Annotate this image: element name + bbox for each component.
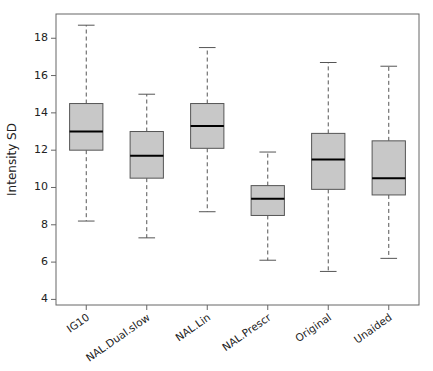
box (191, 104, 224, 149)
box (130, 132, 163, 179)
x-tick (328, 305, 329, 310)
x-tick-label: NAL.Prescr (220, 310, 274, 353)
lower-whisker (267, 215, 268, 260)
median (251, 198, 284, 200)
lower-cap (199, 211, 216, 212)
box (251, 186, 284, 216)
y-tick (51, 150, 56, 151)
y-tick (51, 187, 56, 188)
y-tick-label: 8 (41, 218, 48, 231)
median (372, 177, 405, 179)
x-tick-label: NAL.Dual.slow (84, 311, 153, 364)
lower-cap (380, 258, 397, 259)
x-tick (267, 305, 268, 310)
x-tick-label: NAL.Lin (173, 311, 212, 344)
x-tick-label: Original (293, 311, 334, 344)
x-tick-label: IG10 (64, 311, 91, 335)
upper-whisker (388, 66, 389, 141)
upper-whisker (267, 152, 268, 186)
median (191, 125, 224, 127)
y-axis-label: Intensity SD (5, 123, 19, 196)
x-tick-label: Unaided (351, 311, 394, 346)
y-tick-label: 16 (34, 69, 48, 82)
y-tick-label: 12 (34, 143, 48, 156)
upper-whisker (328, 63, 329, 134)
upper-cap (380, 66, 397, 67)
y-tick-label: 14 (34, 106, 48, 119)
x-tick (388, 305, 389, 310)
y-tick (51, 224, 56, 225)
upper-whisker (146, 94, 147, 131)
upper-cap (138, 94, 155, 95)
x-tick (207, 305, 208, 310)
boxes (70, 25, 406, 271)
lower-whisker (328, 189, 329, 271)
lower-whisker (388, 195, 389, 258)
upper-whisker (207, 48, 208, 104)
y-tick (51, 112, 56, 113)
plot-frame (56, 14, 419, 305)
y-tick-label: 4 (41, 292, 48, 305)
y-tick (51, 262, 56, 263)
y-tick-label: 10 (34, 180, 48, 193)
box (372, 141, 405, 195)
upper-cap (259, 152, 276, 153)
y-tick (51, 38, 56, 39)
upper-cap (199, 47, 216, 48)
lower-cap (320, 271, 337, 272)
lower-whisker (207, 148, 208, 211)
lower-whisker (86, 150, 87, 221)
lower-cap (78, 221, 95, 222)
box (312, 133, 345, 189)
upper-cap (78, 25, 95, 26)
x-tick (86, 305, 87, 310)
x-tick (146, 305, 147, 310)
y-tick-label: 6 (41, 255, 48, 268)
lower-cap (138, 237, 155, 238)
lower-cap (259, 260, 276, 261)
chart: 4 6 8 10 12 14 16 18 Intensity SD IG10NAL.Dual.sl… (0, 0, 433, 371)
median (312, 159, 345, 161)
y-tick (51, 75, 56, 76)
upper-cap (320, 62, 337, 63)
median (70, 131, 103, 133)
upper-whisker (86, 25, 87, 103)
lower-whisker (146, 178, 147, 238)
box (70, 104, 103, 151)
y-tick-label: 18 (34, 31, 48, 44)
median (130, 155, 163, 157)
y-tick (51, 299, 56, 300)
